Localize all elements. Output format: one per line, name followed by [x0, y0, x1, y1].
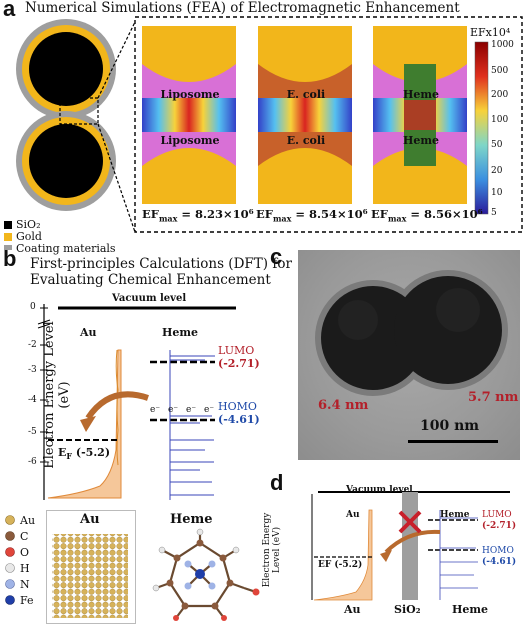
panel-d-diagram	[311, 491, 510, 601]
sim1-bottom-label: Liposome	[160, 134, 220, 147]
legend-sio2: SiO₂	[16, 218, 41, 231]
cbar-tick-1000: 1000	[491, 40, 514, 50]
d-heme-label: Heme	[440, 510, 470, 520]
colorbar-title: EFx10⁴	[470, 26, 511, 39]
b-homo-label: HOMO	[218, 400, 257, 413]
tem-right-size: 5.7 nm	[468, 390, 519, 405]
atom-fe: Fe	[20, 594, 34, 607]
panel-a-figure	[4, 16, 523, 250]
tem-scalebar	[408, 440, 498, 443]
atom-legend-icons	[5, 515, 15, 605]
d-bottom-au: Au	[344, 603, 361, 616]
sim-tile-3	[373, 26, 467, 204]
legend-sio2-swatch	[4, 221, 12, 229]
atom-h: H	[20, 562, 30, 575]
bottom-sphere-sio2	[29, 124, 103, 198]
sim-tile-1	[142, 26, 236, 204]
b-vacuum-label: Vacuum level	[112, 293, 187, 304]
b-electron-2: e⁻	[168, 405, 179, 415]
sim2-bottom-label: E. coli	[286, 134, 326, 147]
b-ytick-6: -6	[28, 457, 37, 467]
panel-b-title-2: Evaluating Chemical Enhancement	[30, 272, 271, 288]
sim3-top-label: Heme	[402, 88, 440, 101]
cbar-tick-20: 20	[491, 166, 503, 176]
d-vacuum-label: Vacuum level	[346, 485, 413, 495]
d-bottom-heme: Heme	[452, 603, 489, 616]
top-sphere-sio2	[29, 32, 103, 106]
b-heme-label: Heme	[162, 326, 199, 339]
cbar-tick-50: 50	[491, 140, 503, 150]
sim3-efmax: EFmax = 8.56×10⁶	[371, 207, 483, 224]
sim-tile-2	[258, 26, 352, 204]
sim1-top-label: Liposome	[160, 88, 220, 101]
b-electron-3: e⁻	[186, 405, 197, 415]
d-ylabel: Electron Energy Level (eV)	[262, 512, 282, 588]
d-homo-value: (-4.61)	[482, 557, 517, 567]
au-slab-structure	[52, 534, 128, 618]
d-bottom-sio2: SiO₂	[394, 603, 421, 616]
sim2-top-label: E. coli	[286, 88, 326, 101]
b-homo-value: (-4.61)	[218, 413, 260, 426]
b-electron-1: e⁻	[150, 405, 161, 415]
cbar-tick-200: 200	[491, 90, 509, 100]
d-au-label: Au	[346, 510, 360, 520]
sio2-barrier	[402, 492, 418, 600]
d-homo-label: HOMO	[482, 546, 514, 556]
panel-c-label: c	[270, 244, 283, 269]
d-lumo-value: (-2.71)	[482, 521, 517, 531]
cbar-tick-10: 10	[491, 188, 503, 198]
au-slab-box	[46, 510, 136, 624]
b-ytick-4: -4	[28, 395, 37, 405]
tem-left-size: 6.4 nm	[318, 398, 369, 413]
b-ytick-2: -2	[28, 340, 37, 350]
heme-structure-label: Heme	[170, 512, 213, 527]
legend-coating: Coating materials	[16, 242, 116, 255]
b-lumo-value: (-2.71)	[218, 357, 260, 370]
heme-structure	[152, 528, 260, 621]
b-lumo-label: LUMO	[218, 344, 255, 357]
panel-b-diagram	[37, 304, 236, 500]
tem-particles	[315, 270, 508, 396]
sim2-efmax: EFmax = 8.54×10⁶	[256, 207, 368, 224]
cbar-tick-100: 100	[491, 115, 509, 125]
legend-coating-swatch	[4, 245, 12, 250]
atom-au: Au	[20, 514, 36, 527]
atom-n: N	[20, 578, 30, 591]
atom-o: O	[20, 546, 30, 559]
gap-zoom-box	[59, 97, 99, 125]
legend-gold: Gold	[16, 230, 42, 243]
b-fermi-label: EF (-5.2)	[58, 446, 111, 462]
b-ytick-0: 0	[30, 302, 36, 312]
colorbar	[474, 41, 489, 215]
panel-a-label: a	[3, 0, 16, 21]
sim1-efmax: EFmax = 8.23×10⁶	[142, 207, 254, 224]
au-slab-label: Au	[80, 512, 100, 527]
b-electron-4: e⁻	[204, 405, 215, 415]
panel-d-label: d	[270, 470, 284, 495]
d-fermi-label: EF (-5.2)	[318, 560, 363, 570]
atom-c: C	[20, 530, 29, 543]
cbar-tick-500: 500	[491, 66, 509, 76]
b-ytick-3: -3	[28, 365, 37, 375]
b-ytick-5: -5	[28, 427, 37, 437]
b-au-label: Au	[80, 326, 97, 339]
tem-scalebar-label: 100 nm	[420, 418, 480, 434]
panel-a-title: Numerical Simulations (FEA) of Electroma…	[25, 0, 460, 16]
sim3-bottom-label: Heme	[402, 134, 440, 147]
cbar-tick-5: 5	[491, 208, 497, 218]
d-lumo-label: LUMO	[482, 510, 512, 520]
panel-b-title-1: First-principles Calculations (DFT) for	[30, 256, 292, 272]
panel-b-label: b	[3, 246, 17, 271]
legend-gold-swatch	[4, 233, 12, 241]
